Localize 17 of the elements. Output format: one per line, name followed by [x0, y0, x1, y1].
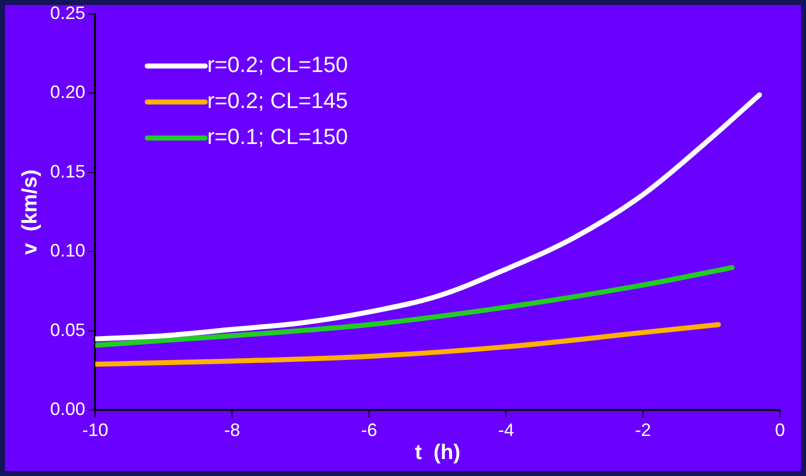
y-axis-title: v (km/s) [18, 170, 42, 255]
y-tick-label: 0.10 [50, 240, 86, 261]
x-tick-label: -6 [361, 420, 378, 440]
x-tick-label: -4 [498, 420, 514, 440]
legend-label: r=0.2; CL=150 [207, 52, 348, 78]
y-tick-label: 0.25 [50, 2, 86, 23]
x-tick-label: -8 [224, 420, 240, 440]
y-tick-label: 0.00 [50, 399, 86, 420]
x-tick-label: -2 [635, 420, 652, 440]
y-tick-label: 0.20 [50, 82, 86, 102]
x-tick-label: 0 [774, 420, 786, 440]
y-tick-label: 0.15 [50, 161, 86, 182]
legend-label: r=0.1; CL=150 [207, 124, 348, 150]
x-tick-label: -10 [82, 420, 108, 440]
x-axis-title: t (h) [414, 441, 460, 464]
y-tick-label: 0.05 [50, 320, 86, 340]
legend-label: r=0.2; CL=145 [207, 88, 348, 114]
